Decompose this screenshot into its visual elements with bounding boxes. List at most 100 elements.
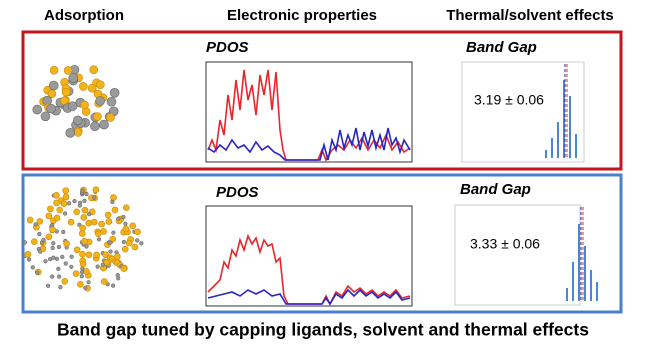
atom	[109, 241, 113, 245]
atom	[85, 245, 89, 249]
atom	[37, 218, 43, 224]
atom	[78, 201, 82, 205]
atom	[105, 212, 111, 218]
atom	[80, 251, 86, 257]
atom	[57, 245, 61, 249]
atom	[101, 279, 107, 285]
header: Adsorption	[44, 7, 124, 24]
atom	[91, 219, 97, 225]
atom	[57, 207, 63, 213]
atom	[90, 66, 98, 74]
atom	[87, 212, 91, 216]
atom	[101, 263, 105, 267]
atom	[122, 215, 126, 219]
atom	[69, 74, 78, 83]
atom	[79, 82, 87, 90]
band-gap-label: 3.19 ± 0.06	[474, 92, 544, 108]
atom	[97, 238, 101, 242]
atom	[36, 271, 40, 275]
atom	[86, 220, 92, 226]
atom	[110, 88, 119, 97]
cluster	[23, 187, 143, 291]
band-gap-title: Band Gap	[460, 181, 531, 198]
atom	[99, 120, 108, 129]
atom	[80, 270, 84, 274]
atom	[93, 113, 101, 121]
band-gap-title: Band Gap	[466, 39, 537, 56]
atom	[132, 244, 138, 250]
atom	[27, 217, 33, 223]
atom	[74, 209, 80, 215]
atom	[96, 96, 105, 105]
atom	[73, 199, 77, 203]
figure: Adsorption Electronic properties Thermal…	[0, 0, 647, 344]
atom	[63, 212, 67, 216]
atom	[101, 228, 107, 234]
atom	[63, 194, 69, 200]
atom	[81, 214, 87, 220]
header: Thermal/solvent effects	[446, 7, 614, 24]
atom	[51, 246, 55, 250]
atom	[68, 102, 77, 111]
atom	[93, 187, 99, 193]
atom	[112, 207, 118, 213]
atom	[54, 200, 60, 206]
atom	[96, 265, 100, 269]
atom	[47, 206, 53, 212]
atom	[135, 239, 139, 243]
atom	[123, 205, 129, 211]
atom	[27, 258, 31, 262]
atom	[85, 192, 89, 196]
atom	[80, 225, 86, 231]
atom	[79, 231, 85, 237]
atom	[50, 275, 54, 279]
histogram-plot	[455, 205, 580, 305]
histogram-plot	[462, 62, 584, 162]
caption: Band gap tuned by capping ligands, solve…	[57, 320, 589, 340]
atom	[107, 97, 116, 106]
atom	[46, 234, 52, 240]
atom	[66, 128, 75, 137]
atom	[46, 213, 52, 219]
pdos-plot	[206, 206, 412, 306]
atom	[73, 271, 79, 277]
atom	[94, 252, 100, 258]
atom	[117, 217, 121, 221]
atom	[57, 267, 61, 271]
atom	[73, 116, 82, 125]
atom	[70, 265, 74, 269]
atom	[50, 66, 58, 74]
atom	[46, 284, 50, 288]
atom	[67, 202, 71, 206]
cluster	[33, 65, 119, 137]
atom	[106, 113, 114, 121]
atom	[77, 281, 83, 287]
atom	[87, 280, 91, 284]
atom	[63, 188, 69, 194]
atom	[111, 200, 115, 204]
atom	[130, 223, 136, 229]
atom	[126, 240, 132, 246]
atom	[54, 215, 60, 221]
atom	[50, 227, 56, 233]
atom	[111, 284, 115, 288]
atom	[81, 101, 89, 109]
atom	[61, 230, 65, 234]
atom	[124, 222, 128, 226]
atom	[41, 112, 50, 121]
atom	[122, 240, 126, 244]
atom	[83, 199, 87, 203]
pdos-title: PDOS	[206, 39, 249, 56]
atom	[42, 238, 46, 242]
atom	[37, 247, 41, 251]
atom	[106, 219, 112, 225]
atom	[109, 250, 113, 254]
atom	[92, 196, 96, 200]
atom	[64, 240, 70, 246]
atom	[57, 275, 61, 279]
atom	[122, 246, 128, 252]
atom	[121, 266, 127, 272]
atom	[34, 223, 38, 227]
atom	[135, 229, 141, 235]
atom	[123, 226, 129, 232]
